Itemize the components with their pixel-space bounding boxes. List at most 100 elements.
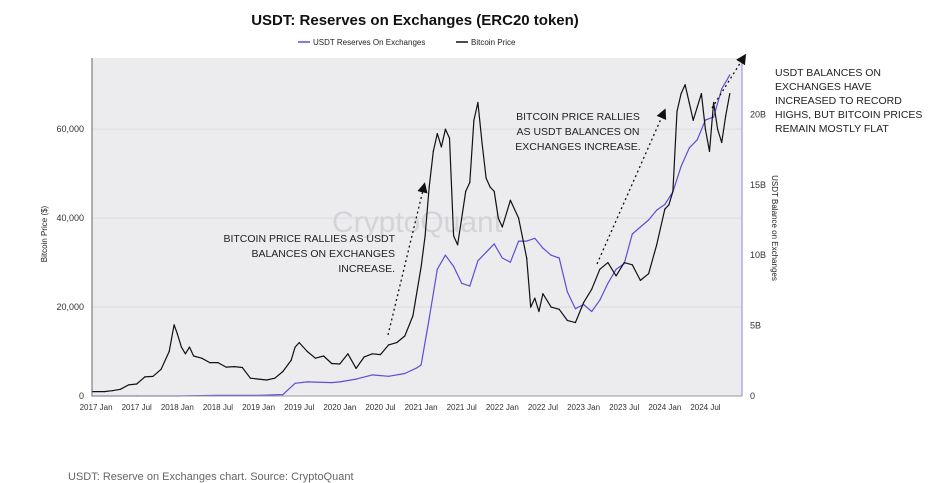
right-axis-label: USDT Balance on Exchanges <box>770 175 779 281</box>
data-point <box>530 306 532 308</box>
x-tick-label: 2022 Jul <box>528 403 558 412</box>
data-point <box>258 378 260 380</box>
data-point <box>721 88 723 90</box>
data-point <box>355 367 357 369</box>
data-point <box>388 344 390 346</box>
data-point <box>656 209 658 211</box>
data-point <box>542 247 544 249</box>
data-point <box>639 279 642 281</box>
data-point <box>607 262 609 264</box>
data-point <box>518 217 520 219</box>
x-tick-label: 2022 Jan <box>486 403 519 412</box>
data-point <box>713 101 715 104</box>
left-tick-label: 0 <box>79 391 84 401</box>
figure-caption: USDT: Reserve on Exchanges chart. Source… <box>68 471 354 483</box>
data-point <box>680 93 682 95</box>
data-point <box>180 346 182 348</box>
data-point <box>526 240 528 242</box>
data-point <box>489 186 491 188</box>
data-point <box>591 310 593 313</box>
annotation-3: USDT BALANCES ON EXCHANGES HAVE INCREASE… <box>775 67 922 135</box>
data-point <box>144 376 146 378</box>
right-tick-label: 20B <box>750 109 766 119</box>
x-tick-label: 2017 Jul <box>122 403 152 412</box>
data-point <box>729 74 731 76</box>
data-point <box>347 353 349 355</box>
data-point <box>704 119 707 121</box>
annotation-arrow-1 <box>387 182 428 336</box>
annotation-1-line-1: BITCOIN PRICE RALLIES AS USDT <box>223 233 395 245</box>
data-point <box>509 199 511 201</box>
annotation-2: BITCOIN PRICE RALLIES AS USDT BALANCES O… <box>515 111 640 153</box>
data-point <box>111 390 113 392</box>
data-point <box>558 308 560 310</box>
data-point <box>306 350 308 353</box>
data-point <box>294 346 296 348</box>
data-point <box>152 375 154 377</box>
left-tick-label: 60,000 <box>56 124 84 134</box>
data-point <box>453 235 455 237</box>
plot-area <box>92 58 742 396</box>
data-point <box>128 384 130 386</box>
annotation-arrow-3 <box>711 53 747 109</box>
data-point <box>518 240 520 242</box>
x-tick-label: 2021 Jul <box>447 403 477 412</box>
data-point <box>416 367 418 369</box>
x-tick-label: 2024 Jul <box>690 403 720 412</box>
data-point <box>379 354 381 356</box>
data-point <box>371 353 373 355</box>
data-point <box>136 383 138 385</box>
x-tick-label: 2020 Jan <box>323 403 356 412</box>
data-point <box>717 128 719 130</box>
x-tick-label: 2023 Jul <box>609 403 639 412</box>
right-tick-label: 5B <box>750 321 761 331</box>
data-point <box>294 382 296 384</box>
data-point <box>160 368 162 370</box>
data-point <box>457 244 459 246</box>
x-tick-label: 2024 Jan <box>648 403 681 412</box>
data-point <box>664 208 666 210</box>
x-tick-label: 2019 Jan <box>242 403 275 412</box>
data-point <box>725 115 727 117</box>
chart-title: USDT: Reserves on Exchanges (ERC20 token… <box>251 12 579 29</box>
x-tick-label: 2021 Jan <box>405 403 438 412</box>
data-point <box>684 84 686 86</box>
data-point <box>680 165 682 167</box>
right-tick-label: 0 <box>750 391 755 401</box>
data-point <box>461 217 463 219</box>
legend-label-btc: Bitcoin Price <box>471 38 516 47</box>
data-point <box>672 190 674 192</box>
data-point <box>193 355 195 357</box>
data-point <box>469 181 471 184</box>
series-line-usdt-reserves <box>92 74 731 397</box>
data-point <box>290 359 292 361</box>
data-point <box>339 363 341 365</box>
x-tick-label: 2018 Jul <box>203 403 233 412</box>
data-point <box>331 362 333 365</box>
data-point <box>509 261 511 263</box>
data-point <box>282 370 284 373</box>
data-point <box>599 299 601 301</box>
data-point <box>440 146 442 148</box>
data-point <box>534 237 536 239</box>
data-point <box>355 378 357 380</box>
data-point <box>708 150 711 152</box>
data-point <box>538 310 540 313</box>
data-point <box>485 251 487 253</box>
data-point <box>103 391 105 393</box>
data-point <box>692 119 694 121</box>
data-point <box>729 93 731 95</box>
data-point <box>583 302 585 304</box>
data-point <box>363 356 365 358</box>
data-point <box>412 315 414 317</box>
data-point <box>233 366 235 368</box>
data-point <box>542 293 544 295</box>
data-point <box>282 394 284 396</box>
data-point <box>501 226 503 228</box>
data-point <box>493 243 495 245</box>
data-point <box>656 244 658 246</box>
data-point <box>599 268 601 270</box>
data-point <box>700 93 703 95</box>
data-point <box>176 333 178 335</box>
